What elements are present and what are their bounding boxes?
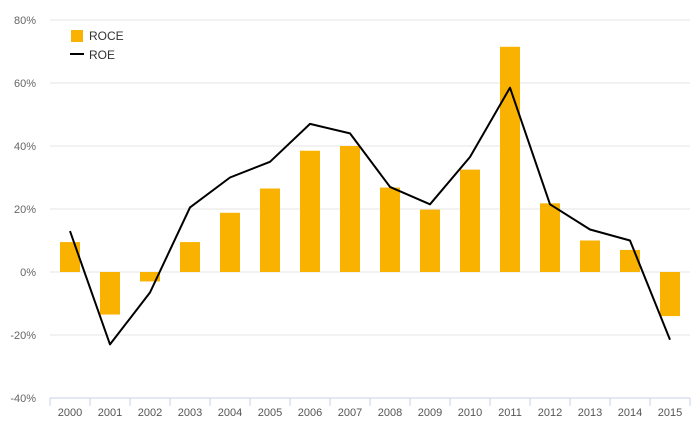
x-tick-label: 2005 [258,407,282,419]
roce-bar [140,272,160,282]
x-tick-label: 2000 [58,407,82,419]
roce-bar [540,203,560,272]
legend-label-roce: ROCE [89,29,124,43]
roce-bar [100,272,120,315]
x-tick-label: 2002 [138,407,162,419]
roce-bar [220,212,240,272]
x-axis-labels: 2000 2001 2002 2003 2004 2005 2006 2007 2008 2009… [58,407,682,419]
y-tick-label: 60% [14,78,36,90]
x-tick-label: 2015 [658,407,682,419]
roce-bar [580,240,600,272]
y-tick-label: 40% [14,141,36,153]
y-tick-label: 20% [14,204,36,216]
legend-swatch-roce [71,30,83,42]
x-tick-label: 2012 [538,407,562,419]
roce-bar [660,272,680,317]
y-tick-label: 0% [20,267,36,279]
roe-line [69,86,671,346]
x-tick-label: 2007 [338,407,362,419]
y-tick-label: -20% [10,330,36,342]
legend: ROCE ROE [70,29,124,62]
roce-bar [300,150,320,272]
x-tick-label: 2014 [618,407,642,419]
roce-bar [380,187,400,272]
x-tick-label: 2010 [458,407,482,419]
legend-label-roe: ROE [89,48,115,62]
x-tick-label: 2008 [378,407,402,419]
roce-bar [60,242,80,272]
x-axis [49,397,691,406]
x-tick-label: 2001 [98,407,122,419]
roce-bar [420,209,440,272]
roce-bars [60,46,680,317]
roce-bar [180,242,200,272]
x-tick-label: 2004 [218,407,242,419]
x-tick-label: 2009 [418,407,442,419]
gridlines [50,19,690,336]
roce-bar [340,146,360,272]
roce-bar [460,169,480,272]
x-tick-label: 2003 [178,407,202,419]
roce-bar [260,188,280,272]
roe-line-group [69,86,671,346]
x-tick-label: 2011 [498,407,522,419]
y-tick-label: 80% [14,15,36,27]
y-tick-label: -40% [10,393,36,405]
y-axis-labels: -40% -20% 0% 20% 40% 60% 80% [10,15,36,405]
roce-bar [500,46,520,273]
roce-bar [620,249,640,272]
x-tick-label: 2013 [578,407,602,419]
x-tick-label: 2006 [298,407,322,419]
